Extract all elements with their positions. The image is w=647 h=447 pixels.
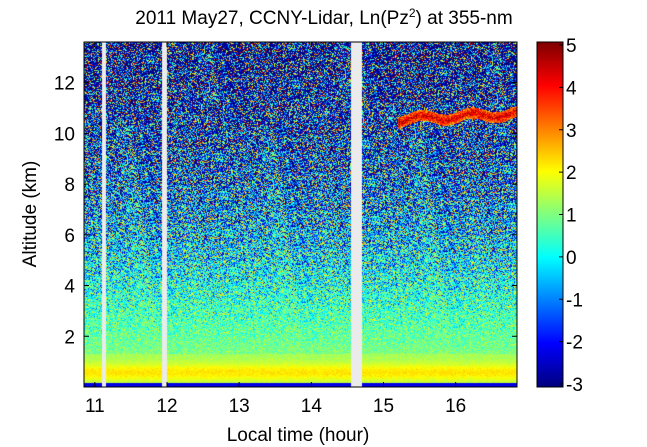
- colorbar-tick-label: 2: [566, 163, 577, 184]
- plot-frame: [83, 41, 564, 388]
- y-tick-label: 2: [64, 327, 75, 348]
- lidar-heatmap: [84, 42, 517, 387]
- y-tick-label: 10: [54, 124, 75, 145]
- colorbar-tick-label: 0: [566, 248, 577, 269]
- colorbar-gradient: [537, 42, 563, 387]
- x-tick-label: 11: [85, 396, 105, 417]
- y-axis-label: Altitude (km): [20, 161, 41, 268]
- y-tick-label: 6: [64, 226, 75, 247]
- x-axis-label: Local time (hour): [227, 425, 370, 446]
- colorbar-tick-label: 4: [566, 78, 577, 99]
- colorbar-tick-label: -2: [566, 333, 583, 354]
- x-tick-label: 14: [301, 396, 323, 417]
- x-tick-label: 15: [373, 396, 394, 417]
- x-tick-label: 13: [229, 396, 250, 417]
- x-tick-label: 16: [445, 396, 466, 417]
- x-tick-label: 12: [156, 396, 177, 417]
- colorbar-tick-label: 5: [566, 36, 577, 57]
- colorbar-tick-label: 3: [566, 121, 577, 142]
- chart-title: 2011 May27, CCNY-Lidar, Ln(Pz2) at 355-n…: [135, 6, 512, 29]
- colorbar-tick-label: 1: [566, 206, 577, 227]
- colorbar-tick-label: -1: [566, 290, 583, 311]
- y-tick-label: 4: [64, 277, 75, 298]
- colorbar-tick-label: -3: [566, 375, 583, 396]
- plot-border: [83, 41, 518, 388]
- y-tick-label: 12: [54, 74, 75, 95]
- y-axis: 2 4 6 8 10 12: [54, 74, 517, 348]
- x-axis: 11 12 13 14 15 16: [85, 42, 466, 417]
- y-tick-label: 8: [64, 175, 75, 196]
- colorbar-axis: 5 4 3 2 1 0 -1 -2 -3: [559, 36, 583, 396]
